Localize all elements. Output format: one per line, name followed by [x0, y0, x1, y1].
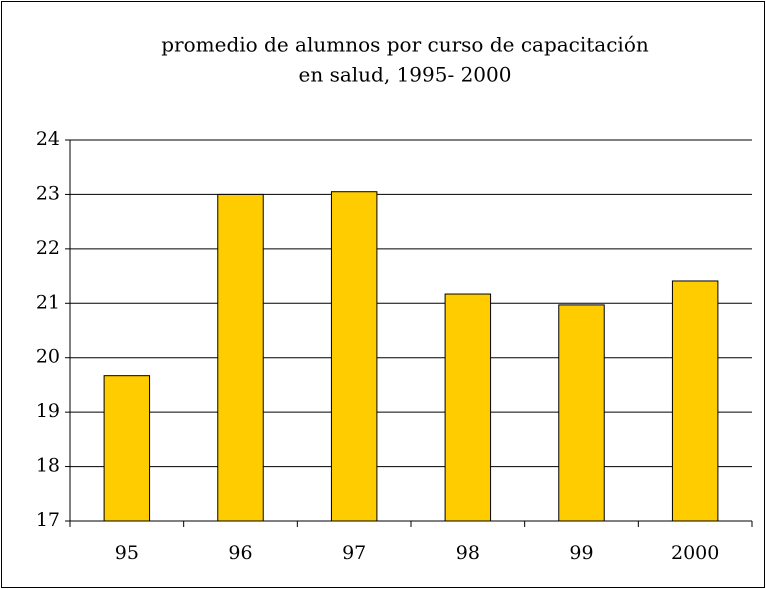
y-tick-label: 20 — [36, 346, 60, 368]
x-tick-label: 98 — [456, 542, 480, 564]
y-tick-label: 22 — [36, 237, 60, 259]
y-tick-label: 19 — [36, 400, 60, 422]
bar — [217, 193, 264, 522]
y-tick-label: 23 — [36, 182, 60, 204]
chart-title: promedio de alumnos por curso de capacit… — [161, 33, 649, 57]
y-tick-label: 24 — [36, 128, 60, 150]
y-tick-label: 21 — [36, 291, 60, 313]
x-tick-label: 97 — [342, 542, 366, 564]
y-tick-label: 18 — [36, 455, 60, 477]
bar — [671, 280, 719, 522]
chart-title: en salud, 1995- 2000 — [299, 63, 512, 87]
y-tick-label: 17 — [36, 509, 60, 531]
bar — [558, 304, 605, 522]
x-tick-label: 99 — [569, 542, 593, 564]
bar — [330, 191, 378, 522]
bar — [103, 375, 151, 522]
x-tick-label: 2000 — [671, 542, 719, 564]
bar — [444, 293, 492, 522]
x-tick-label: 95 — [115, 542, 139, 564]
x-tick-label: 96 — [228, 542, 252, 564]
